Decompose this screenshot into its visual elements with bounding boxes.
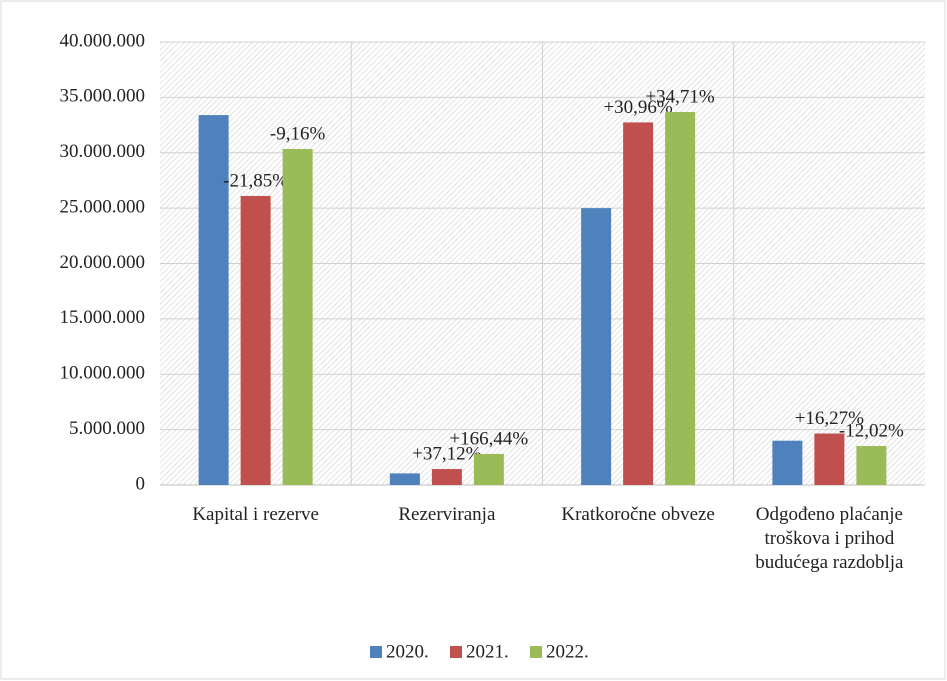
- bar: [856, 446, 887, 485]
- y-tick-label: 10.000.000: [60, 363, 146, 384]
- legend-swatch: [370, 646, 382, 658]
- y-tick-label: 20.000.000: [60, 252, 146, 273]
- bar: [581, 208, 612, 485]
- data-label: +16,27%: [795, 408, 864, 429]
- x-tick-label: Kapital i rezerve: [192, 504, 319, 525]
- legend-swatch: [530, 646, 542, 658]
- data-label: -12,02%: [839, 420, 904, 441]
- bar: [431, 469, 462, 485]
- bar: [240, 195, 271, 485]
- data-label: +34,71%: [645, 86, 714, 107]
- data-label: +30,96%: [603, 97, 672, 118]
- x-tick-label: Odgođeno plaćanje troškova i prihod budu…: [755, 504, 904, 573]
- bar: [282, 148, 313, 485]
- data-label: -9,16%: [270, 123, 326, 144]
- y-tick-label: 5.000.000: [69, 418, 145, 439]
- legend-label: 2020.: [386, 641, 429, 662]
- bar: [198, 115, 229, 485]
- bar: [814, 433, 845, 485]
- legend-swatch: [450, 646, 462, 658]
- bar: [473, 453, 504, 485]
- legend-label: 2021.: [466, 641, 509, 662]
- y-tick-label: 15.000.000: [60, 307, 146, 328]
- data-label: +166,44%: [449, 428, 528, 449]
- data-label: +37,12%: [412, 443, 481, 464]
- y-tick-label: 40.000.000: [60, 30, 146, 51]
- data-label: -21,85%: [223, 170, 288, 191]
- bar: [623, 122, 654, 485]
- legend-label: 2022.: [546, 641, 589, 662]
- bar: [772, 440, 803, 485]
- bar: [665, 111, 696, 485]
- bar: [389, 473, 420, 485]
- x-tick-label: Kratkoročne obveze: [561, 504, 715, 525]
- y-tick-label: 35.000.000: [60, 86, 146, 107]
- y-tick-label: 25.000.000: [60, 196, 146, 217]
- x-tick-label: Rezerviranja: [398, 504, 496, 525]
- y-tick-label: 0: [136, 473, 146, 494]
- y-tick-label: 30.000.000: [60, 141, 146, 162]
